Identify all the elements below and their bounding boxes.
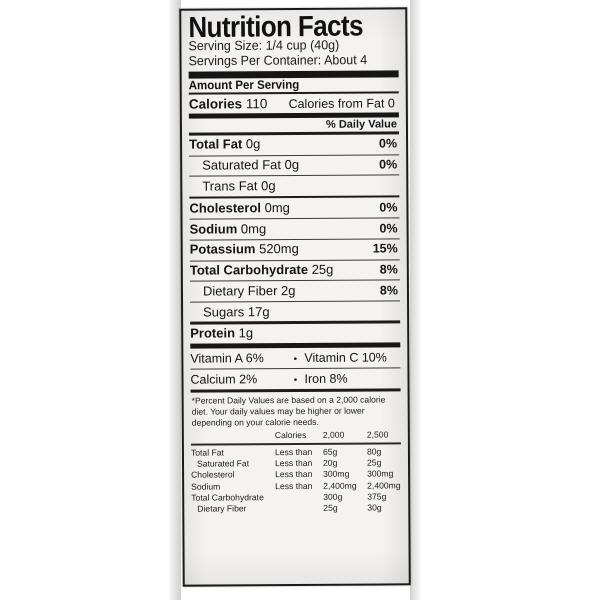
package-right-edge xyxy=(410,0,422,600)
dv-table-row: Cholesterol Less than 300mg 300mg xyxy=(191,469,401,482)
vitamin-row: Vitamin A 6% • Vitamin C 10% xyxy=(190,347,400,368)
nutrient-row: Cholesterol 0mg 0% xyxy=(189,198,399,219)
nutrient-name: Dietary Fiber 2g xyxy=(202,282,296,299)
dv-row-value-2000: 300g xyxy=(323,491,343,502)
nutrient-row: Potassium 520mg 15% xyxy=(190,239,400,260)
nutrient-percent: 0% xyxy=(379,220,398,235)
dv-row-value-2500: 375g xyxy=(367,491,387,502)
nutrient-amount: 0mg xyxy=(260,199,290,215)
nutrient-amount: 0mg xyxy=(237,220,267,236)
nutrient-row: Total Fat 0g 0% xyxy=(189,134,399,155)
nutrient-name: Protein 1g xyxy=(190,325,254,341)
vitamin-left: Calcium 2% xyxy=(190,372,258,387)
dv-row-name: Cholesterol xyxy=(191,469,235,480)
nutrient-amount: 25g xyxy=(308,261,334,277)
nutrient-amount: 520mg xyxy=(255,241,299,257)
dv-row-value-2500: 2,400mg xyxy=(367,479,401,491)
dv-row-name: Sodium xyxy=(191,481,221,492)
dv-row-value-2000: 25g xyxy=(323,503,338,514)
nutrient-row: Dietary Fiber 2g 8% xyxy=(190,281,400,302)
calories-label: Calories 110 xyxy=(189,97,268,112)
dv-row-name: Total Fat xyxy=(190,446,224,458)
dv-row-qualifier xyxy=(275,503,323,515)
dv-row-value-2000: 300mg xyxy=(323,468,350,480)
nutrient-name: Cholesterol 0mg xyxy=(189,199,290,216)
dv-row-name: Dietary Fiber xyxy=(197,503,247,514)
nutrient-name: Potassium 520mg xyxy=(189,241,299,257)
dv-header-2500: 2,500 xyxy=(366,429,389,440)
nutrient-percent: 0% xyxy=(379,200,398,215)
dv-row-value-2000: 65g xyxy=(322,446,338,457)
nutrition-facts-label: Nutrition Facts Serving Size: 1/4 cup (4… xyxy=(179,7,411,587)
dv-row-value-2500: 80g xyxy=(366,446,382,457)
nutrient-amount: 0g xyxy=(242,136,261,152)
dv-row-value-2000: 2,400mg xyxy=(323,480,357,491)
vitamin-right: Vitamin C 10% xyxy=(304,350,387,366)
dv-row-name: Saturated Fat xyxy=(196,458,250,469)
footnote-text: *Percent Daily Values are based on a 2,0… xyxy=(191,394,386,428)
nutrient-rows: Total Fat 0g 0% Saturated Fat 0g 0% Trans Fa… xyxy=(189,134,401,344)
nutrient-percent: 0% xyxy=(378,136,398,151)
nutrient-name: Total Carbohydrate 25g xyxy=(189,261,334,278)
nutrient-amount: 1g xyxy=(234,325,254,341)
bullet-separator-icon: • xyxy=(293,354,298,366)
vitamin-left: Vitamin A 6% xyxy=(190,351,264,366)
daily-value-header: % Daily Value xyxy=(325,118,397,132)
dv-row-value-2500: 300mg xyxy=(367,468,394,479)
dv-header-calories: Calories xyxy=(274,430,307,441)
dv-row-qualifier: Less than xyxy=(275,469,313,480)
dv-row-value-2500: 25g xyxy=(366,457,382,468)
nutrient-name: Total Fat 0g xyxy=(189,136,261,153)
nutrient-percent: 0% xyxy=(379,157,398,172)
dv-row-name: Total Carbohydrate xyxy=(191,492,264,503)
dv-table-row: Dietary Fiber 25g 30g xyxy=(191,503,401,516)
amount-per-serving-label: Amount Per Serving xyxy=(188,78,300,93)
dv-header-2000: 2,000 xyxy=(322,429,345,440)
nutrient-percent: 8% xyxy=(379,262,398,277)
daily-values-table: Calories 2,000 2,500 Total Fat Less than 65g 8… xyxy=(190,429,402,516)
dv-row-qualifier: Less than xyxy=(275,480,313,491)
vitamin-row: Calcium 2% • Iron 8% xyxy=(190,368,400,389)
package-left-edge xyxy=(168,0,181,600)
nutrient-row: Protein 1g xyxy=(190,323,400,344)
dv-row-value-2000: 20g xyxy=(322,457,338,468)
nutrient-amount: 17g xyxy=(244,303,270,319)
nutrient-row: Trans Fat 0g xyxy=(189,176,399,197)
calories-row: Calories 110 Calories from Fat 0 xyxy=(189,94,399,114)
nutrient-amount: 2g xyxy=(277,282,296,298)
nutrient-name: Trans Fat 0g xyxy=(202,178,276,194)
calories-label-text: Calories xyxy=(188,96,243,113)
nutrient-amount: 0g xyxy=(280,157,300,173)
nutrient-row: Sugars 17g xyxy=(190,301,400,322)
dv-row-qualifier: Less than xyxy=(274,457,313,469)
calories-value: 110 xyxy=(245,96,268,112)
vitamin-right: Iron 8% xyxy=(304,371,348,387)
nutrient-percent: 8% xyxy=(379,283,399,298)
vitamin-rows: Vitamin A 6% • Vitamin C 10% Calcium 2% • Iro… xyxy=(190,347,401,389)
nutrient-amount: 0g xyxy=(257,178,276,194)
dv-header-name xyxy=(191,430,275,443)
servings-per-container-text: Servings Per Container: About 4 xyxy=(188,52,368,69)
nutrient-row: Sodium 0mg 0% xyxy=(190,218,400,239)
nutrient-row: Saturated Fat 0g 0% xyxy=(189,155,399,176)
dv-row-value-2500: 30g xyxy=(367,502,382,513)
nutrient-name: Sugars 17g xyxy=(203,303,270,320)
calories-from-fat: Calories from Fat 0 xyxy=(288,96,395,112)
dv-row-qualifier: Less than xyxy=(274,446,313,457)
dv-row-qualifier xyxy=(275,492,323,504)
nutrient-name: Saturated Fat 0g xyxy=(202,157,300,173)
nutrient-row: Total Carbohydrate 25g 8% xyxy=(190,260,400,281)
bullet-separator-icon: • xyxy=(293,375,298,387)
nutrient-name: Sodium 0mg xyxy=(189,220,267,237)
nutrient-percent: 15% xyxy=(372,241,398,256)
